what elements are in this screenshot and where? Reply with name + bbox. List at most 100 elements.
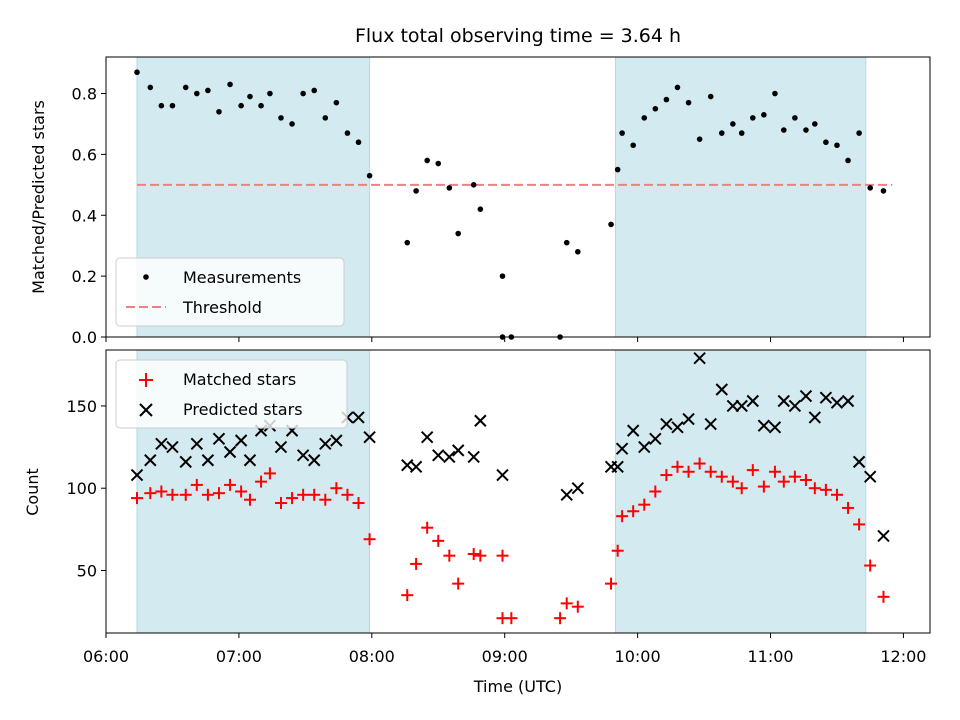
- measurement-point-4: [182, 84, 189, 91]
- measurement-point-46: [707, 93, 714, 100]
- matched-point-56: [808, 482, 821, 495]
- measurement-point-1: [147, 84, 154, 91]
- matched-point-25: [432, 534, 445, 547]
- bottom-ytick-label-2: 150: [66, 397, 97, 416]
- measurement-point-12: [267, 90, 273, 97]
- measurement-point-49: [738, 130, 745, 136]
- predicted-point-25: [432, 449, 445, 462]
- matched-point-52: [768, 465, 781, 478]
- measurement-point-7: [216, 108, 222, 115]
- matched-point-62: [877, 590, 890, 603]
- matched-point-15: [297, 488, 310, 501]
- predicted-point-55: [830, 396, 844, 409]
- predicted-point-3: [166, 440, 179, 454]
- predicted-point-15: [296, 449, 310, 462]
- legend-predicted-marker: [139, 403, 153, 417]
- measurement-point-58: [834, 142, 840, 149]
- measurement-point-8: [227, 81, 233, 88]
- matched-point-35: [571, 600, 584, 613]
- xtick-label-1: 07:00: [216, 647, 262, 666]
- measurement-point-18: [333, 99, 340, 106]
- xtick-label-0: 06:00: [83, 647, 129, 666]
- predicted-point-44: [715, 383, 728, 396]
- matched-point-37: [611, 544, 624, 557]
- xtick-label-5: 11:00: [747, 647, 793, 666]
- predicted-point-54: [819, 391, 833, 404]
- bottom-axes-frame: [105, 349, 931, 634]
- matched-point-47: [715, 470, 728, 483]
- predicted-point-18: [330, 434, 343, 447]
- top-legend-box: [115, 257, 345, 327]
- matched-point-19: [341, 488, 354, 501]
- predicted-point-39: [660, 417, 673, 431]
- matched-point-51: [757, 480, 770, 493]
- predicted-point-23: [409, 460, 423, 474]
- matched-point-40: [638, 498, 651, 511]
- measurement-point-23: [413, 188, 419, 194]
- measurement-point-61: [867, 185, 873, 191]
- matched-point-24: [421, 521, 434, 534]
- top-shaded-interval-1: [614, 56, 867, 338]
- matched-point-16: [308, 488, 321, 501]
- matched-point-21: [363, 533, 376, 546]
- measurement-point-13: [278, 115, 284, 121]
- matched-point-39: [627, 505, 640, 518]
- measurement-point-29: [477, 206, 484, 212]
- legend-matched-label: Matched stars: [183, 370, 296, 389]
- predicted-point-4: [179, 455, 192, 469]
- predicted-point-51: [788, 399, 802, 413]
- measurement-point-53: [781, 127, 787, 133]
- measurement-point-50: [749, 115, 756, 121]
- predicted-point-28: [467, 450, 480, 464]
- measurement-point-35: [575, 248, 581, 255]
- matched-point-22: [401, 589, 414, 602]
- matched-point-9: [235, 485, 248, 498]
- measurement-point-3: [169, 102, 176, 109]
- measurement-point-59: [845, 157, 851, 164]
- measurement-point-25: [435, 160, 442, 167]
- matched-point-30: [496, 549, 509, 562]
- matched-point-13: [274, 497, 287, 510]
- predicted-point-38: [649, 432, 662, 446]
- predicted-point-31: [560, 488, 573, 501]
- measurement-point-27: [455, 230, 461, 237]
- predicted-point-40: [671, 421, 684, 434]
- matched-point-26: [443, 549, 456, 562]
- matched-point-50: [746, 464, 759, 477]
- top-ytick-label-3: 0.6: [72, 145, 97, 164]
- measurement-point-37: [614, 166, 621, 173]
- predicted-point-48: [757, 419, 771, 432]
- matched-point-38: [616, 510, 629, 523]
- ratio-panel: 0.00.20.40.60.8 Matched/Predicted stars …: [29, 56, 931, 347]
- matched-point-14: [286, 492, 299, 505]
- measurement-point-30: [499, 273, 506, 279]
- predicted-point-13: [274, 440, 288, 454]
- predicted-point-47: [746, 394, 760, 408]
- measurement-point-28: [470, 182, 477, 188]
- measurement-point-60: [856, 130, 862, 136]
- predicted-point-5: [190, 437, 204, 450]
- bottom-ytick-label-0: 50: [77, 561, 97, 580]
- count-panel: 50 100 150 06:00 07:00 08:00 09:00 10:00 11:00 1…: [23, 349, 931, 696]
- bottom-legend: Matched stars Predicted stars: [115, 359, 348, 429]
- measurement-point-43: [674, 84, 681, 91]
- matched-point-0: [131, 492, 144, 505]
- predicted-point-27: [451, 444, 465, 457]
- matched-point-36: [605, 577, 618, 590]
- predicted-point-10: [243, 454, 257, 467]
- predicted-point-52: [799, 389, 813, 403]
- measurement-point-39: [630, 142, 636, 149]
- predicted-point-41: [682, 412, 695, 426]
- chart-title: Flux total observing time = 3.64 h: [355, 25, 681, 47]
- predicted-point-0: [130, 468, 144, 482]
- matched-point-18: [330, 482, 343, 495]
- predicted-point-30: [496, 468, 509, 482]
- top-axes-frame: [105, 56, 931, 338]
- matched-point-54: [788, 470, 801, 483]
- measurement-point-52: [772, 90, 778, 97]
- predicted-point-36: [626, 424, 640, 437]
- predicted-point-43: [704, 417, 717, 431]
- matched-point-43: [671, 460, 684, 473]
- predicted-point-24: [420, 430, 434, 444]
